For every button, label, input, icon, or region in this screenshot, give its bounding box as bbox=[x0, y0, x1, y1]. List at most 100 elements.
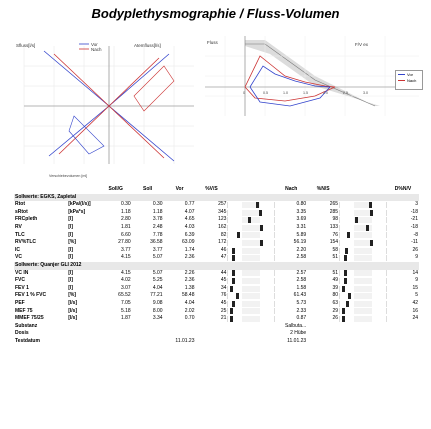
diff-value: 16 bbox=[412, 307, 418, 314]
vor-value: 2.36 bbox=[184, 254, 195, 261]
ns-percent: 154 bbox=[329, 239, 339, 246]
x-tick: 2.0 bbox=[323, 91, 328, 95]
nach-value: 1.58 bbox=[296, 284, 307, 291]
param-unit: [kPa*s] bbox=[68, 208, 86, 215]
ns-percent: 26 bbox=[332, 315, 339, 322]
diff-value: 9 bbox=[415, 254, 418, 261]
ns-bar bbox=[339, 209, 387, 217]
substanz-row-nach: Salbuta... bbox=[285, 322, 307, 329]
nach-value: 56.19 bbox=[293, 239, 307, 246]
x-tick: 1.0 bbox=[283, 91, 288, 95]
soll-value: 1.18 bbox=[152, 208, 163, 215]
vor-value: 0.77 bbox=[184, 201, 195, 208]
resistance-loop-plot: Sfluss[l/s] Vor Nach Atemfluss[l/s] Vers… bbox=[14, 36, 204, 182]
param-unit: [l] bbox=[68, 223, 73, 230]
nach-value: 3.35 bbox=[296, 208, 307, 215]
soll-value: 3.78 bbox=[152, 216, 163, 223]
param-name: FVC bbox=[15, 277, 25, 284]
ns-percent: 39 bbox=[332, 284, 339, 291]
vs-percent: 44 bbox=[220, 269, 227, 276]
ns-percent: 133 bbox=[329, 223, 339, 230]
legend-vor: Vor bbox=[91, 42, 98, 47]
sollg-value: 2.80 bbox=[120, 216, 131, 223]
param-name: sRtot bbox=[15, 208, 28, 215]
percent-marker bbox=[248, 217, 252, 224]
sollg-value: 7.05 bbox=[120, 299, 131, 306]
col-vs: %V/S bbox=[205, 186, 218, 192]
ns-bar bbox=[339, 315, 387, 323]
soll-value: 9.08 bbox=[152, 299, 163, 306]
ns-bar bbox=[339, 247, 387, 255]
ns-bar bbox=[339, 201, 387, 209]
param-unit: [%] bbox=[68, 239, 76, 246]
table-row: TLC [l] 6.60 7.78 6.39 82 5.89 76 -8 bbox=[14, 232, 419, 240]
nach-value: 2.58 bbox=[296, 277, 307, 284]
diff-value: -18 bbox=[410, 208, 418, 215]
testdatum-row-nach: 11.01.23 bbox=[287, 337, 307, 344]
nach-value: 5.89 bbox=[296, 231, 307, 238]
vor-value: 1.38 bbox=[184, 284, 195, 291]
param-unit: [l] bbox=[68, 246, 73, 253]
percent-marker bbox=[256, 201, 260, 208]
table-row: FEV 1 [l] 3.07 4.04 1.38 34 1.58 39 15 bbox=[14, 285, 419, 293]
vs-percent: 123 bbox=[218, 216, 227, 223]
diff-value: -18 bbox=[410, 223, 418, 230]
sollg-value: 65.52 bbox=[118, 292, 131, 299]
vs-bar bbox=[227, 201, 276, 209]
right-axis-label: Atemfluss[l/s] bbox=[134, 43, 161, 48]
vs-bar bbox=[227, 239, 276, 247]
nach-value: 0.80 bbox=[296, 201, 307, 208]
ns-percent: 98 bbox=[332, 216, 339, 223]
flow-axis-label: Fluss bbox=[207, 40, 219, 45]
col-ns-bar bbox=[339, 186, 387, 194]
nach-value: 3.31 bbox=[296, 223, 307, 230]
percent-marker bbox=[344, 255, 348, 262]
vs-bar bbox=[227, 315, 276, 323]
percent-marker bbox=[345, 247, 349, 254]
x-tick: 1.5 bbox=[303, 91, 308, 95]
vor-value: 2.36 bbox=[184, 277, 195, 284]
percent-marker bbox=[342, 315, 346, 322]
diff-value: 5 bbox=[415, 292, 418, 299]
ns-percent: 265 bbox=[329, 201, 339, 208]
col-sollg: Soll/G bbox=[108, 186, 123, 192]
param-name: FRCpleth bbox=[15, 216, 38, 223]
param-unit: [l] bbox=[68, 231, 73, 238]
dosis-row-gap2 bbox=[307, 330, 419, 338]
sollg-value: 1.18 bbox=[120, 208, 131, 215]
table-row: PEF [l/s] 7.05 9.08 4.04 45 5.73 63 42 bbox=[14, 300, 419, 308]
sollg-value: 5.18 bbox=[120, 307, 131, 314]
diff-value: -11 bbox=[411, 239, 418, 246]
param-unit: [%] bbox=[68, 292, 76, 299]
param-name: TLC bbox=[15, 231, 25, 238]
dosis-row-nach: 2 Hübe bbox=[290, 330, 307, 337]
percent-marker bbox=[231, 255, 235, 262]
sollg-value: 0.30 bbox=[120, 201, 131, 208]
param-name: RV bbox=[15, 223, 22, 230]
diff-value: 26 bbox=[412, 246, 418, 253]
sollg-value: 4.15 bbox=[120, 269, 131, 276]
vs-bar bbox=[227, 308, 276, 316]
col-soll: Soll bbox=[143, 186, 153, 192]
vs-bar bbox=[227, 277, 276, 285]
vor-value: 2.02 bbox=[184, 307, 195, 314]
percent-marker bbox=[231, 270, 235, 277]
vor-value: 4.04 bbox=[184, 299, 195, 306]
sollg-value: 3.77 bbox=[120, 246, 131, 253]
ns-percent: 29 bbox=[332, 307, 339, 314]
ns-bar bbox=[339, 270, 387, 278]
vor-value: 4.07 bbox=[184, 208, 195, 215]
soll-value: 7.78 bbox=[152, 231, 163, 238]
vs-bar bbox=[227, 209, 276, 217]
percent-marker bbox=[342, 308, 346, 315]
sollg-value: 1.81 bbox=[120, 223, 131, 230]
diff-value: 9 bbox=[415, 277, 418, 284]
table-row: RV [l] 1.81 2.48 4.03 162 3.31 133 -18 bbox=[14, 224, 419, 232]
col-nach: Nach bbox=[285, 186, 298, 192]
vor-value: 63.09 bbox=[181, 239, 195, 246]
percent-marker bbox=[348, 293, 352, 300]
percent-marker bbox=[235, 293, 239, 300]
testdatum-row-label: Testdatum bbox=[15, 337, 40, 344]
vor-value: 0.70 bbox=[184, 315, 195, 322]
ns-bar bbox=[339, 277, 387, 285]
